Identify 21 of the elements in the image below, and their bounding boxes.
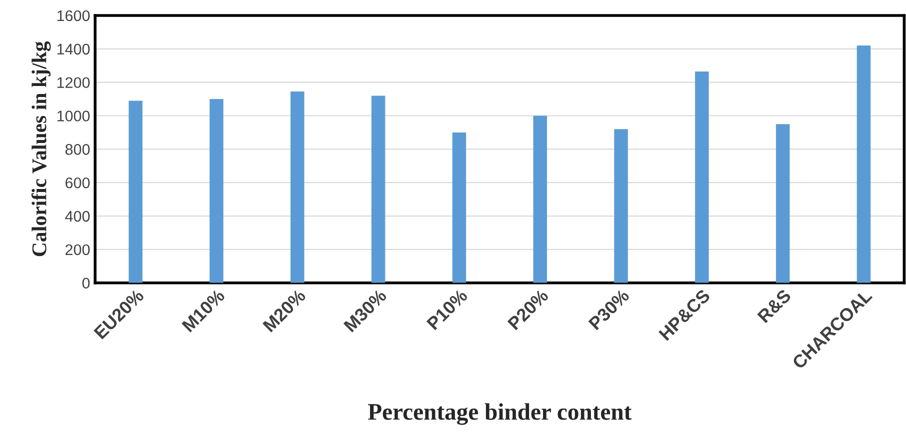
y-tick-label: 400 <box>65 210 90 222</box>
bar <box>128 100 142 283</box>
y-tick-label: 200 <box>66 244 90 256</box>
bar <box>695 71 709 283</box>
y-tick-label: 1400 <box>57 44 90 55</box>
bar <box>452 132 466 283</box>
bar <box>210 99 224 283</box>
bar <box>533 116 547 283</box>
y-tick-label: 600 <box>66 177 90 188</box>
bar <box>371 96 386 283</box>
y-tick-label: 0 <box>82 278 90 289</box>
y-tick-label: 1200 <box>57 77 90 88</box>
y-tick-label: 1000 <box>57 110 90 122</box>
y-tick-label: 1600 <box>57 10 90 22</box>
y-axis-title: Calorific Values in kj/kg <box>31 41 51 256</box>
bar <box>614 129 628 283</box>
bar <box>290 92 304 283</box>
bar <box>776 124 790 283</box>
bar <box>856 46 871 283</box>
y-tick-label: 800 <box>65 144 90 155</box>
x-axis-title: Percentage binder content <box>368 403 632 425</box>
